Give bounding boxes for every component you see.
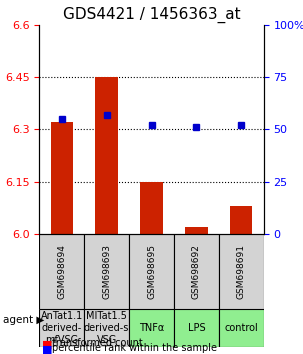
Text: transformed count: transformed count (52, 338, 142, 348)
Text: MITat1.5
derived-s
VSG: MITat1.5 derived-s VSG (84, 312, 129, 345)
Text: ■: ■ (42, 339, 53, 350)
Bar (51, 122, 73, 234)
Text: ■: ■ (42, 344, 53, 354)
FancyBboxPatch shape (84, 309, 129, 347)
FancyBboxPatch shape (219, 234, 264, 309)
Text: TNFα: TNFα (139, 323, 164, 333)
FancyBboxPatch shape (39, 234, 84, 309)
FancyBboxPatch shape (174, 309, 219, 347)
Text: GSM698692: GSM698692 (192, 244, 201, 299)
FancyBboxPatch shape (84, 234, 129, 309)
Text: control: control (224, 323, 258, 333)
FancyBboxPatch shape (129, 234, 174, 309)
FancyBboxPatch shape (174, 234, 219, 309)
FancyBboxPatch shape (219, 309, 264, 347)
Text: GSM698695: GSM698695 (147, 244, 156, 299)
Bar (95, 77, 118, 234)
Text: percentile rank within the sample: percentile rank within the sample (52, 343, 217, 353)
Text: GSM698693: GSM698693 (102, 244, 111, 299)
Bar (230, 206, 252, 234)
Text: LPS: LPS (188, 323, 205, 333)
Bar (185, 227, 208, 234)
Title: GDS4421 / 1456363_at: GDS4421 / 1456363_at (63, 7, 240, 23)
Text: GSM698694: GSM698694 (57, 244, 66, 299)
Text: GSM698691: GSM698691 (237, 244, 246, 299)
Text: AnTat1.1
derived-
mfVSG: AnTat1.1 derived- mfVSG (41, 312, 83, 345)
FancyBboxPatch shape (39, 309, 84, 347)
Bar (140, 182, 163, 234)
Text: agent ▶: agent ▶ (3, 315, 45, 325)
FancyBboxPatch shape (129, 309, 174, 347)
